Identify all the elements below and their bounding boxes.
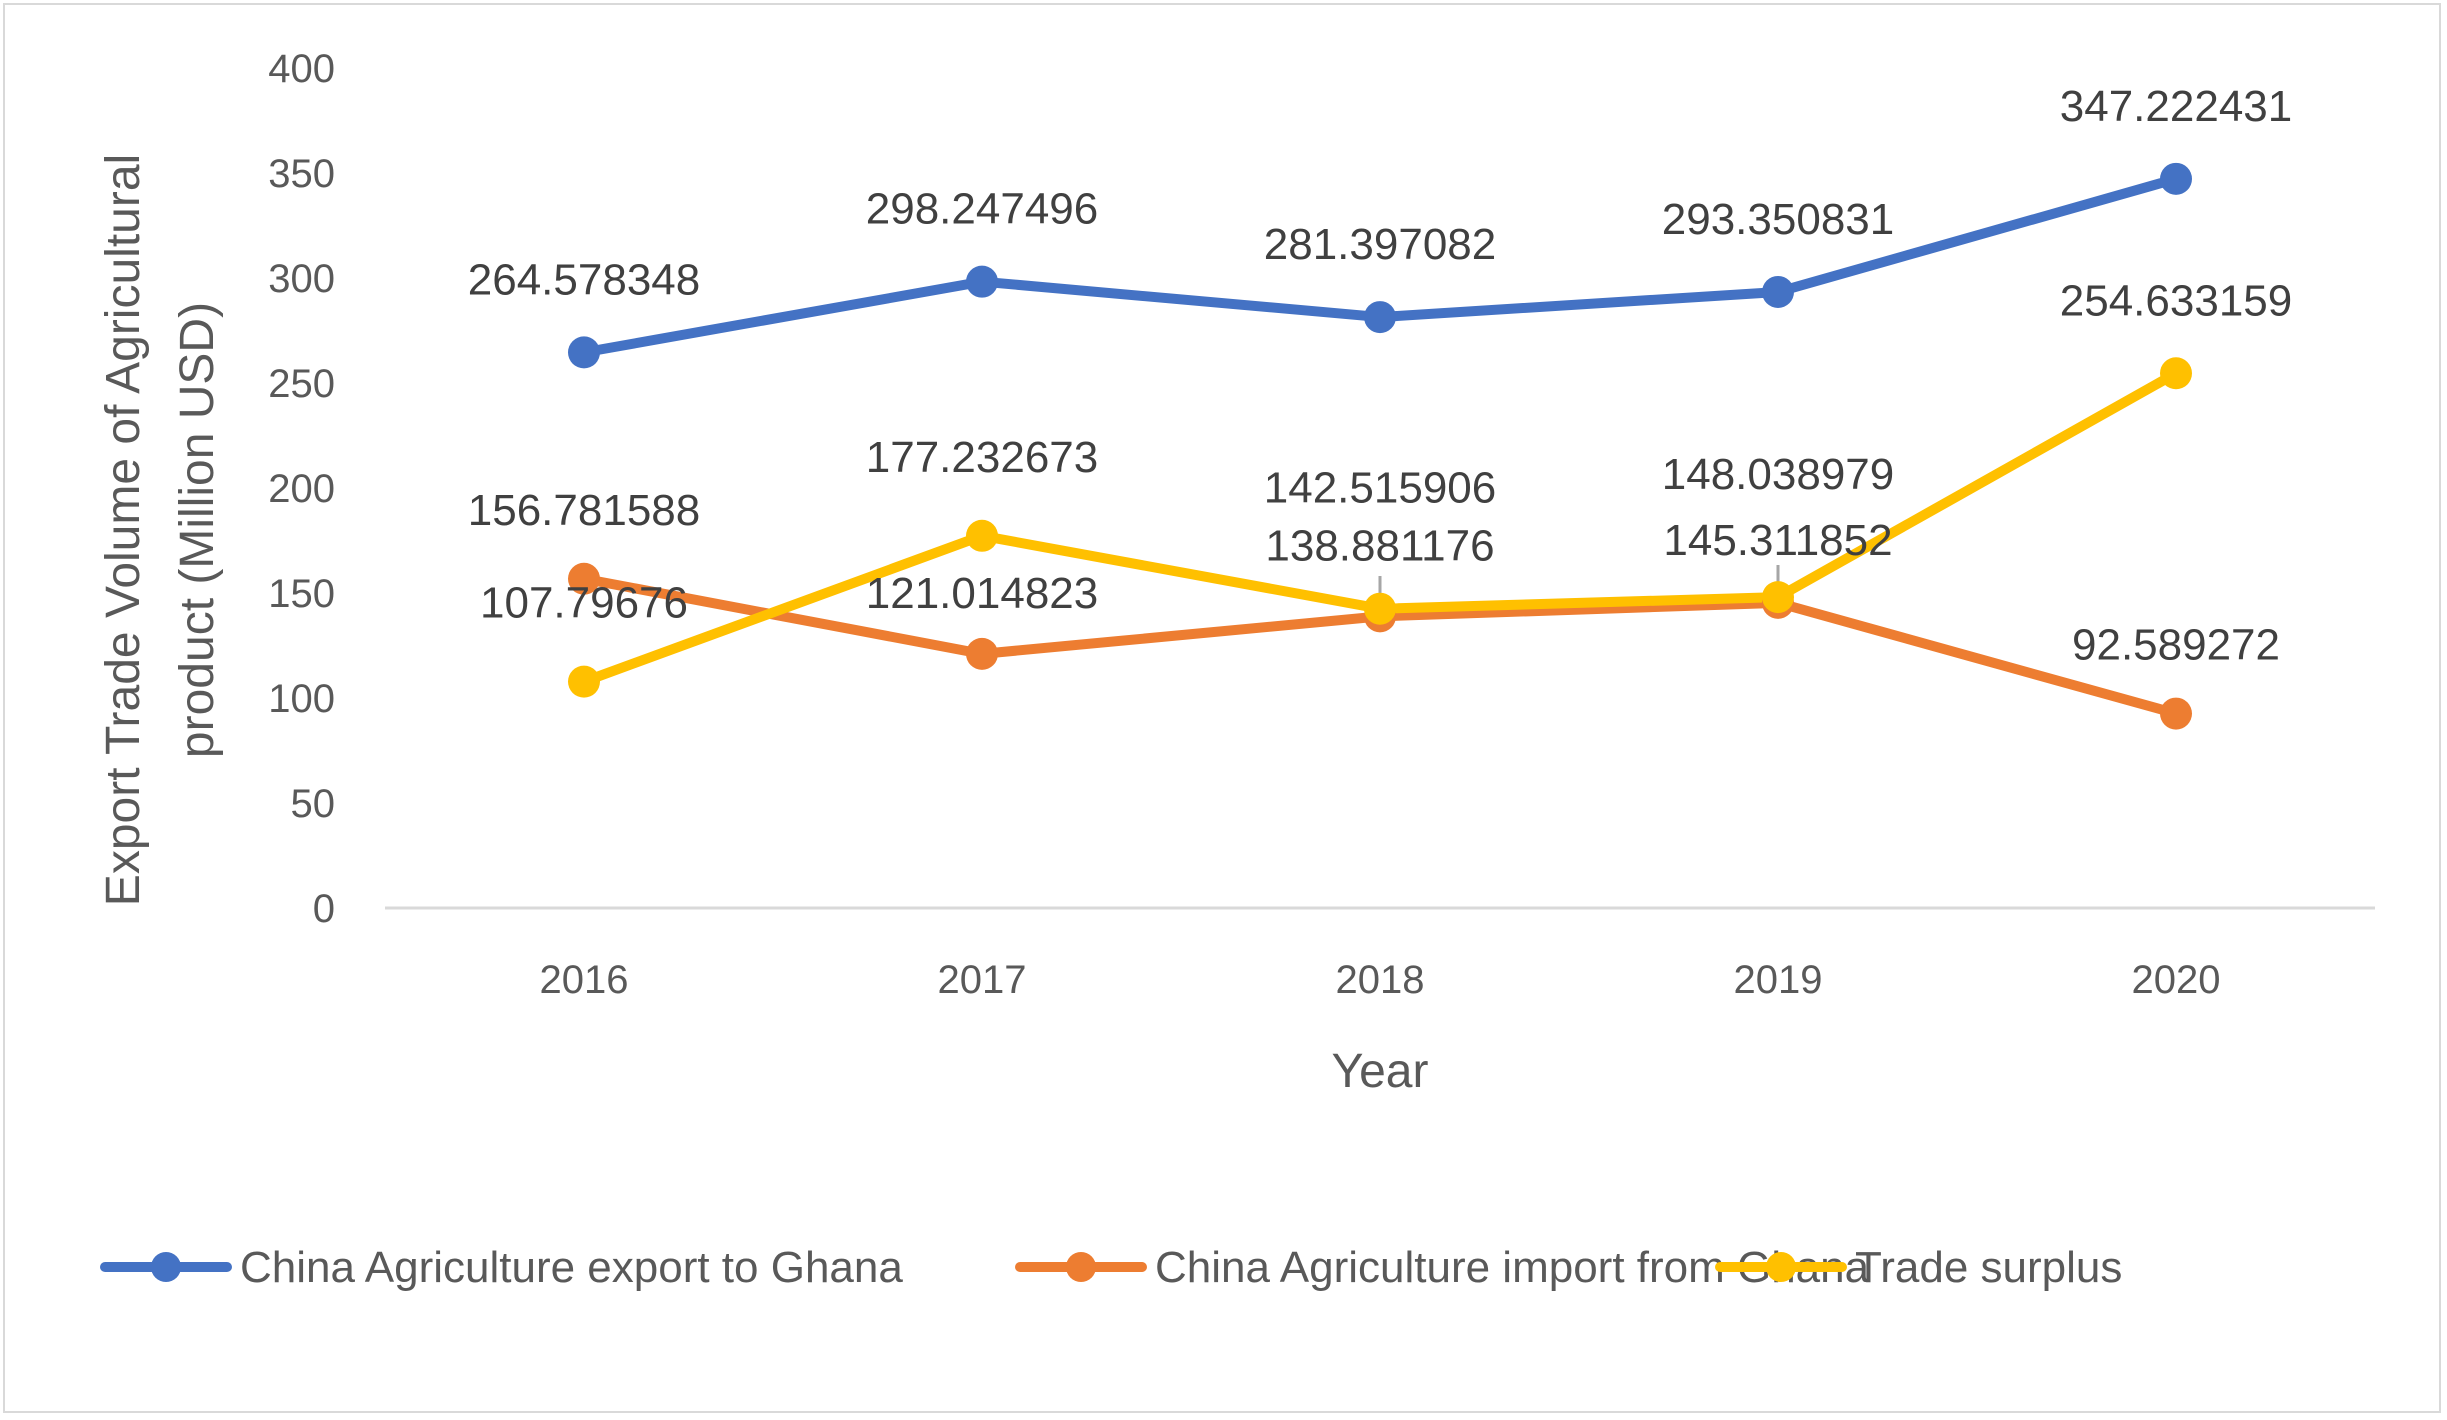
legend-marker <box>1766 1252 1796 1282</box>
y-tick-label: 250 <box>268 362 335 406</box>
data-point <box>966 519 998 552</box>
y-tick-label: 400 <box>268 47 335 91</box>
legend: China Agriculture export to Ghana China A… <box>100 1243 2122 1292</box>
data-label: 121.014823 <box>866 569 1098 618</box>
y-tick-label: 300 <box>268 257 335 301</box>
data-label: 92.589272 <box>2072 621 2280 670</box>
data-label: 107.79676 <box>480 579 688 628</box>
y-axis-title-line-1: Export Trade Volume of Agricultural <box>97 154 150 906</box>
y-tick-label: 0 <box>313 887 335 931</box>
x-axis: 2016 2017 2018 2019 2020 <box>540 958 2221 1002</box>
legend-label: China Agriculture export to Ghana <box>240 1243 903 1292</box>
data-point <box>2160 162 2192 195</box>
x-tick-label: 2016 <box>540 958 629 1002</box>
y-tick-label: 100 <box>268 677 335 721</box>
data-point <box>1364 592 1396 625</box>
data-point <box>2160 357 2192 390</box>
legend-item: China Agriculture export to Ghana <box>100 1243 903 1292</box>
data-point <box>1762 275 1794 308</box>
data-point <box>568 665 600 698</box>
data-point <box>568 562 600 595</box>
data-label: 142.515906 <box>1264 464 1496 513</box>
data-label: 148.038979 <box>1662 450 1894 499</box>
y-tick-label: 150 <box>268 572 335 616</box>
data-label: 293.350831 <box>1662 195 1894 244</box>
y-tick-label: 200 <box>268 467 335 511</box>
x-tick-label: 2020 <box>2132 958 2221 1002</box>
data-label: 347.222431 <box>2060 82 2292 131</box>
data-label: 298.247496 <box>866 185 1098 234</box>
data-label: 138.881176 <box>1265 521 1494 570</box>
x-tick-label: 2019 <box>1734 958 1823 1002</box>
data-label: 264.578348 <box>468 255 700 304</box>
series-markers <box>568 162 2192 730</box>
legend-marker <box>151 1252 181 1282</box>
chart-frame <box>3 3 2441 1413</box>
data-label: 281.397082 <box>1264 220 1496 269</box>
y-tick-label: 350 <box>268 152 335 196</box>
legend-marker <box>1066 1252 1096 1282</box>
data-point <box>568 336 600 369</box>
y-tick-label: 50 <box>291 782 336 826</box>
x-tick-label: 2018 <box>1336 958 1425 1002</box>
data-label: 254.633159 <box>2060 276 2292 325</box>
data-point <box>966 265 998 298</box>
x-tick-label: 2017 <box>938 958 1027 1002</box>
data-point <box>966 637 998 670</box>
data-point <box>2160 697 2192 730</box>
data-point <box>1762 581 1794 614</box>
data-label: 177.232673 <box>866 433 1098 482</box>
data-label: 145.311852 <box>1663 516 1892 565</box>
legend-item: Trade surplus <box>1715 1243 2122 1292</box>
x-axis-title: Year <box>1332 1045 1429 1098</box>
y-axis: 0 50 100 150 200 250 300 350 400 <box>268 47 335 931</box>
data-label: 156.781588 <box>468 486 700 535</box>
data-point <box>1364 301 1396 334</box>
data-labels: 264.578348 298.247496 281.397082 293.350831… <box>468 82 2292 670</box>
y-axis-title-line-2: product (Million USD) <box>171 302 224 758</box>
legend-label: Trade surplus <box>1855 1243 2122 1292</box>
